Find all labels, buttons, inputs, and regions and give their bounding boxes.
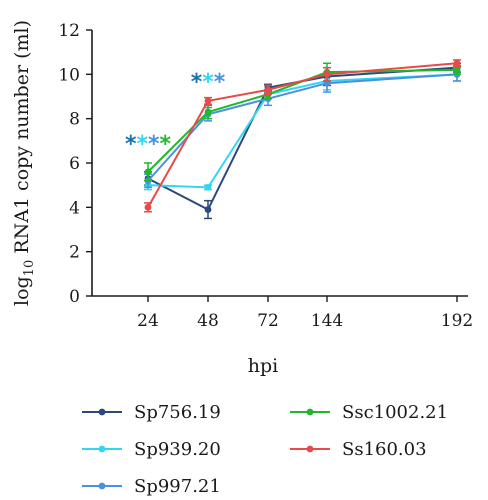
data-point (204, 108, 212, 116)
x-axis-title: hpi (248, 355, 278, 377)
y-tick-label: 8 (69, 110, 80, 130)
annotation-layer: ******* (125, 70, 226, 157)
data-point (453, 59, 461, 67)
legend-item: Sp997.21 (82, 476, 221, 497)
y-tick-label: 4 (69, 198, 80, 218)
legend-marker (98, 445, 106, 453)
legend-item: Ssc1002.21 (290, 402, 448, 423)
legend-marker (98, 408, 106, 416)
x-tick-label: 144 (311, 311, 343, 331)
x-tick-label: 48 (197, 311, 219, 331)
data-point (144, 168, 152, 176)
significance-star: * (136, 132, 148, 157)
data-point (453, 66, 461, 74)
significance-star: * (125, 132, 137, 157)
y-axis-title-rest: RNA1 copy number (ml) (11, 20, 33, 260)
y-axis-title: log10 RNA1 copy number (ml) (11, 20, 37, 306)
legend-label: Sp756.19 (134, 402, 221, 423)
significance-star: * (160, 132, 172, 157)
legend-label: Sp939.20 (134, 439, 221, 460)
x-tick-label: 72 (257, 311, 279, 331)
legend-item: Sp939.20 (82, 439, 221, 460)
significance-stars: *** (191, 70, 226, 95)
legend-marker (306, 408, 314, 416)
data-point (264, 86, 272, 94)
y-tick-label: 2 (69, 243, 80, 263)
legend-marker (98, 482, 106, 490)
y-tick-label: 6 (69, 154, 80, 174)
legend-label: Sp997.21 (134, 476, 221, 497)
legend-label: Ssc1002.21 (342, 402, 448, 423)
legend-item: Ss160.03 (290, 439, 427, 460)
y-axis-title-main: log (11, 276, 33, 306)
significance-star: * (148, 132, 160, 157)
legend-label: Ss160.03 (342, 439, 427, 460)
series-ss160-03 (144, 59, 461, 213)
x-tick-label: 24 (137, 311, 159, 331)
data-point (323, 70, 331, 78)
significance-star: * (214, 70, 226, 95)
significance-star: * (202, 70, 214, 95)
significance-stars: **** (125, 132, 172, 157)
legend-marker (306, 445, 314, 453)
data-point (204, 206, 212, 213)
x-tick-label: 192 (441, 311, 473, 331)
data-point (204, 97, 212, 105)
y-tick-label: 10 (58, 65, 80, 85)
data-point (144, 203, 152, 211)
significance-star: * (191, 70, 203, 95)
data-point (204, 183, 212, 191)
series-layer (144, 59, 461, 220)
legend-item: Sp756.19 (82, 402, 221, 423)
y-axis-title-subscript: 10 (22, 260, 37, 277)
y-tick-label: 0 (69, 287, 80, 307)
y-tick-label: 12 (58, 21, 80, 41)
legend: Sp756.19 Ssc1002.21 Sp939.20 Ss160.03 Sp997.… (82, 402, 448, 497)
